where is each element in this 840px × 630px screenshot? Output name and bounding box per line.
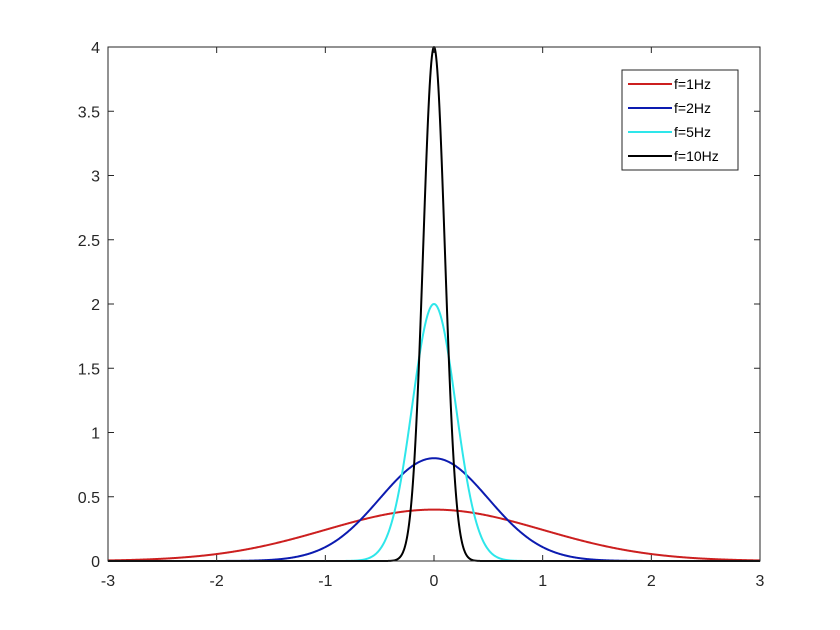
x-tick-label: -2 (210, 573, 224, 590)
y-tick-label: 3.5 (78, 104, 100, 121)
x-tick-label: 3 (756, 573, 765, 590)
legend-label-3: f=5Hz (674, 124, 711, 140)
x-tick-label: 0 (430, 573, 439, 590)
y-tick-label: 4 (91, 40, 100, 57)
x-tick-label: -1 (318, 573, 332, 590)
y-tick-label: 3 (91, 169, 100, 186)
legend-label-4: f=10Hz (674, 148, 719, 164)
y-tick-label: 1 (91, 426, 100, 443)
y-tick-label: 0.5 (78, 490, 100, 507)
y-tick-label: 2 (91, 297, 100, 314)
x-tick-label: 2 (647, 573, 656, 590)
series-line-1 (107, 508, 761, 562)
y-tick-label: 2.5 (78, 233, 100, 250)
x-tick-label: 1 (538, 573, 547, 590)
y-tick-label: 1.5 (78, 361, 100, 378)
legend-label-1: f=1Hz (674, 76, 711, 92)
axes-layer: -3 -2 -1 0 1 2 3 0 0.5 1 1.5 2 2.5 3 3.5 4 (78, 40, 765, 590)
legend-box (621, 69, 739, 171)
legend-label-2: f=2Hz (674, 100, 711, 116)
legend: f=1Hz f=2Hz f=5Hz f=10Hz (621, 69, 739, 171)
y-tick-label: 0 (91, 554, 100, 571)
x-tick-label: -3 (101, 573, 115, 590)
